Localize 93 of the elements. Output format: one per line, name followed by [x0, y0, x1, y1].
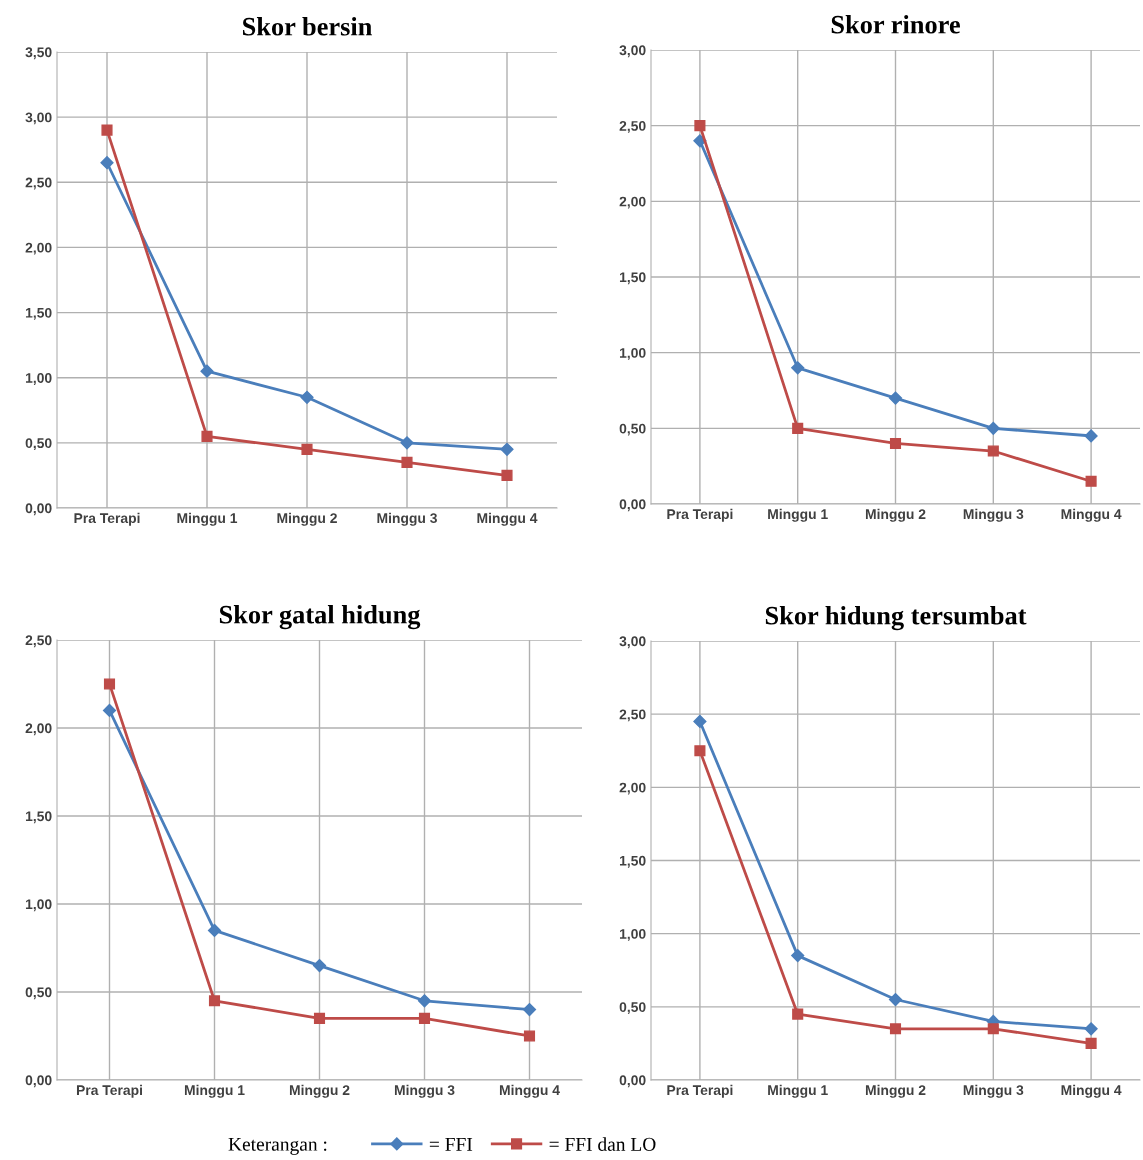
x-tick-label: Minggu 1 — [768, 1084, 828, 1098]
x-tick-label: Minggu 1 — [768, 508, 828, 522]
point — [312, 959, 327, 973]
y-tick-label: 2,50 — [619, 709, 646, 722]
point — [792, 1008, 804, 1020]
x-tick-label: Minggu 1 — [177, 512, 238, 526]
y-tick-label: 1,00 — [619, 929, 646, 941]
y-tick-label: 2,50 — [25, 635, 52, 648]
x-tick-label: Minggu 4 — [499, 1084, 560, 1098]
point — [101, 124, 113, 136]
x-tick-label: Minggu 3 — [963, 1084, 1024, 1098]
point — [100, 156, 114, 170]
point — [300, 390, 314, 404]
point — [889, 437, 902, 450]
legend-label: = FFI dan LO — [549, 1137, 656, 1151]
point — [693, 714, 707, 729]
x-tick-label: Minggu 2 — [277, 512, 337, 526]
legend-label: = FFI — [429, 1138, 473, 1151]
point — [201, 430, 213, 442]
point — [791, 949, 805, 963]
chart-title: Skor gatal hidung — [219, 605, 421, 630]
y-tick-label: 1,50 — [619, 855, 646, 868]
y-tick-label: 0,00 — [619, 1075, 646, 1088]
y-tick-label: 2,50 — [619, 121, 646, 133]
x-tick-label: Minggu 3 — [377, 512, 437, 526]
point — [1084, 429, 1098, 443]
point — [418, 1012, 431, 1024]
x-tick-label: Minggu 3 — [394, 1084, 455, 1098]
point — [694, 745, 706, 757]
point — [208, 995, 221, 1007]
point — [301, 443, 313, 455]
point — [986, 421, 1000, 435]
point — [987, 445, 999, 457]
y-tick-label: 2,00 — [619, 196, 646, 209]
point — [522, 1003, 537, 1017]
legend-title: Keterangan : — [228, 1137, 327, 1155]
x-tick-label: Minggu 4 — [477, 512, 538, 526]
point — [792, 422, 804, 434]
point — [207, 923, 222, 937]
point — [417, 994, 432, 1008]
point — [987, 1023, 999, 1035]
x-tick-label: Minggu 4 — [1061, 1084, 1122, 1098]
y-tick-label: 3,00 — [619, 636, 646, 649]
y-tick-label: 3,00 — [25, 112, 52, 125]
chart-title: Skor rinore — [831, 15, 960, 34]
y-tick-label: 1,50 — [25, 811, 52, 824]
x-tick-label: Pra Terapi — [76, 1084, 142, 1098]
point — [200, 364, 214, 378]
point — [1085, 475, 1097, 487]
chart-title: Skor bersin — [243, 17, 372, 36]
y-tick-label: 0,50 — [25, 987, 52, 1000]
y-tick-label: 0,00 — [25, 503, 52, 516]
point — [791, 361, 805, 375]
point — [401, 456, 413, 468]
y-tick-label: 0,50 — [619, 1002, 646, 1015]
x-tick-label: Minggu 3 — [963, 508, 1024, 522]
x-tick-label: Minggu 1 — [184, 1084, 245, 1098]
point — [400, 436, 414, 450]
point — [501, 469, 513, 481]
point — [694, 120, 706, 132]
chart-title: Skor hidung tersumbat — [765, 606, 1027, 631]
y-tick-label: 0,00 — [25, 1075, 52, 1088]
y-tick-label: 0,50 — [25, 438, 52, 451]
point — [103, 678, 116, 690]
y-tick-label: 2,50 — [25, 177, 52, 190]
x-tick-label: Pra Terapi — [667, 508, 733, 522]
point — [523, 1030, 536, 1042]
y-tick-label: 3,00 — [619, 45, 646, 58]
y-tick-label: 0,50 — [619, 423, 646, 436]
point — [888, 992, 903, 1007]
y-tick-label: 2,00 — [25, 242, 52, 255]
point — [500, 442, 514, 456]
x-tick-label: Minggu 2 — [865, 508, 926, 522]
x-tick-label: Minggu 2 — [289, 1084, 350, 1098]
x-tick-label: Minggu 4 — [1061, 508, 1122, 522]
x-tick-label: Minggu 2 — [865, 1084, 926, 1098]
point — [1084, 1022, 1098, 1036]
y-tick-label: 1,50 — [619, 272, 646, 285]
y-tick-label: 1,00 — [25, 899, 52, 912]
y-tick-label: 2,00 — [25, 723, 52, 736]
point — [102, 703, 117, 717]
point — [889, 1023, 902, 1035]
y-tick-label: 0,00 — [619, 499, 646, 512]
y-tick-label: 1,00 — [25, 373, 52, 385]
x-tick-label: Pra Terapi — [667, 1084, 733, 1098]
point — [888, 391, 903, 405]
y-tick-label: 1,00 — [619, 348, 646, 360]
point — [313, 1012, 326, 1024]
point — [1085, 1037, 1097, 1049]
y-tick-label: 3,50 — [25, 47, 52, 60]
y-tick-label: 1,50 — [25, 307, 52, 320]
y-tick-label: 2,00 — [619, 782, 646, 795]
x-tick-label: Pra Terapi — [74, 512, 140, 526]
